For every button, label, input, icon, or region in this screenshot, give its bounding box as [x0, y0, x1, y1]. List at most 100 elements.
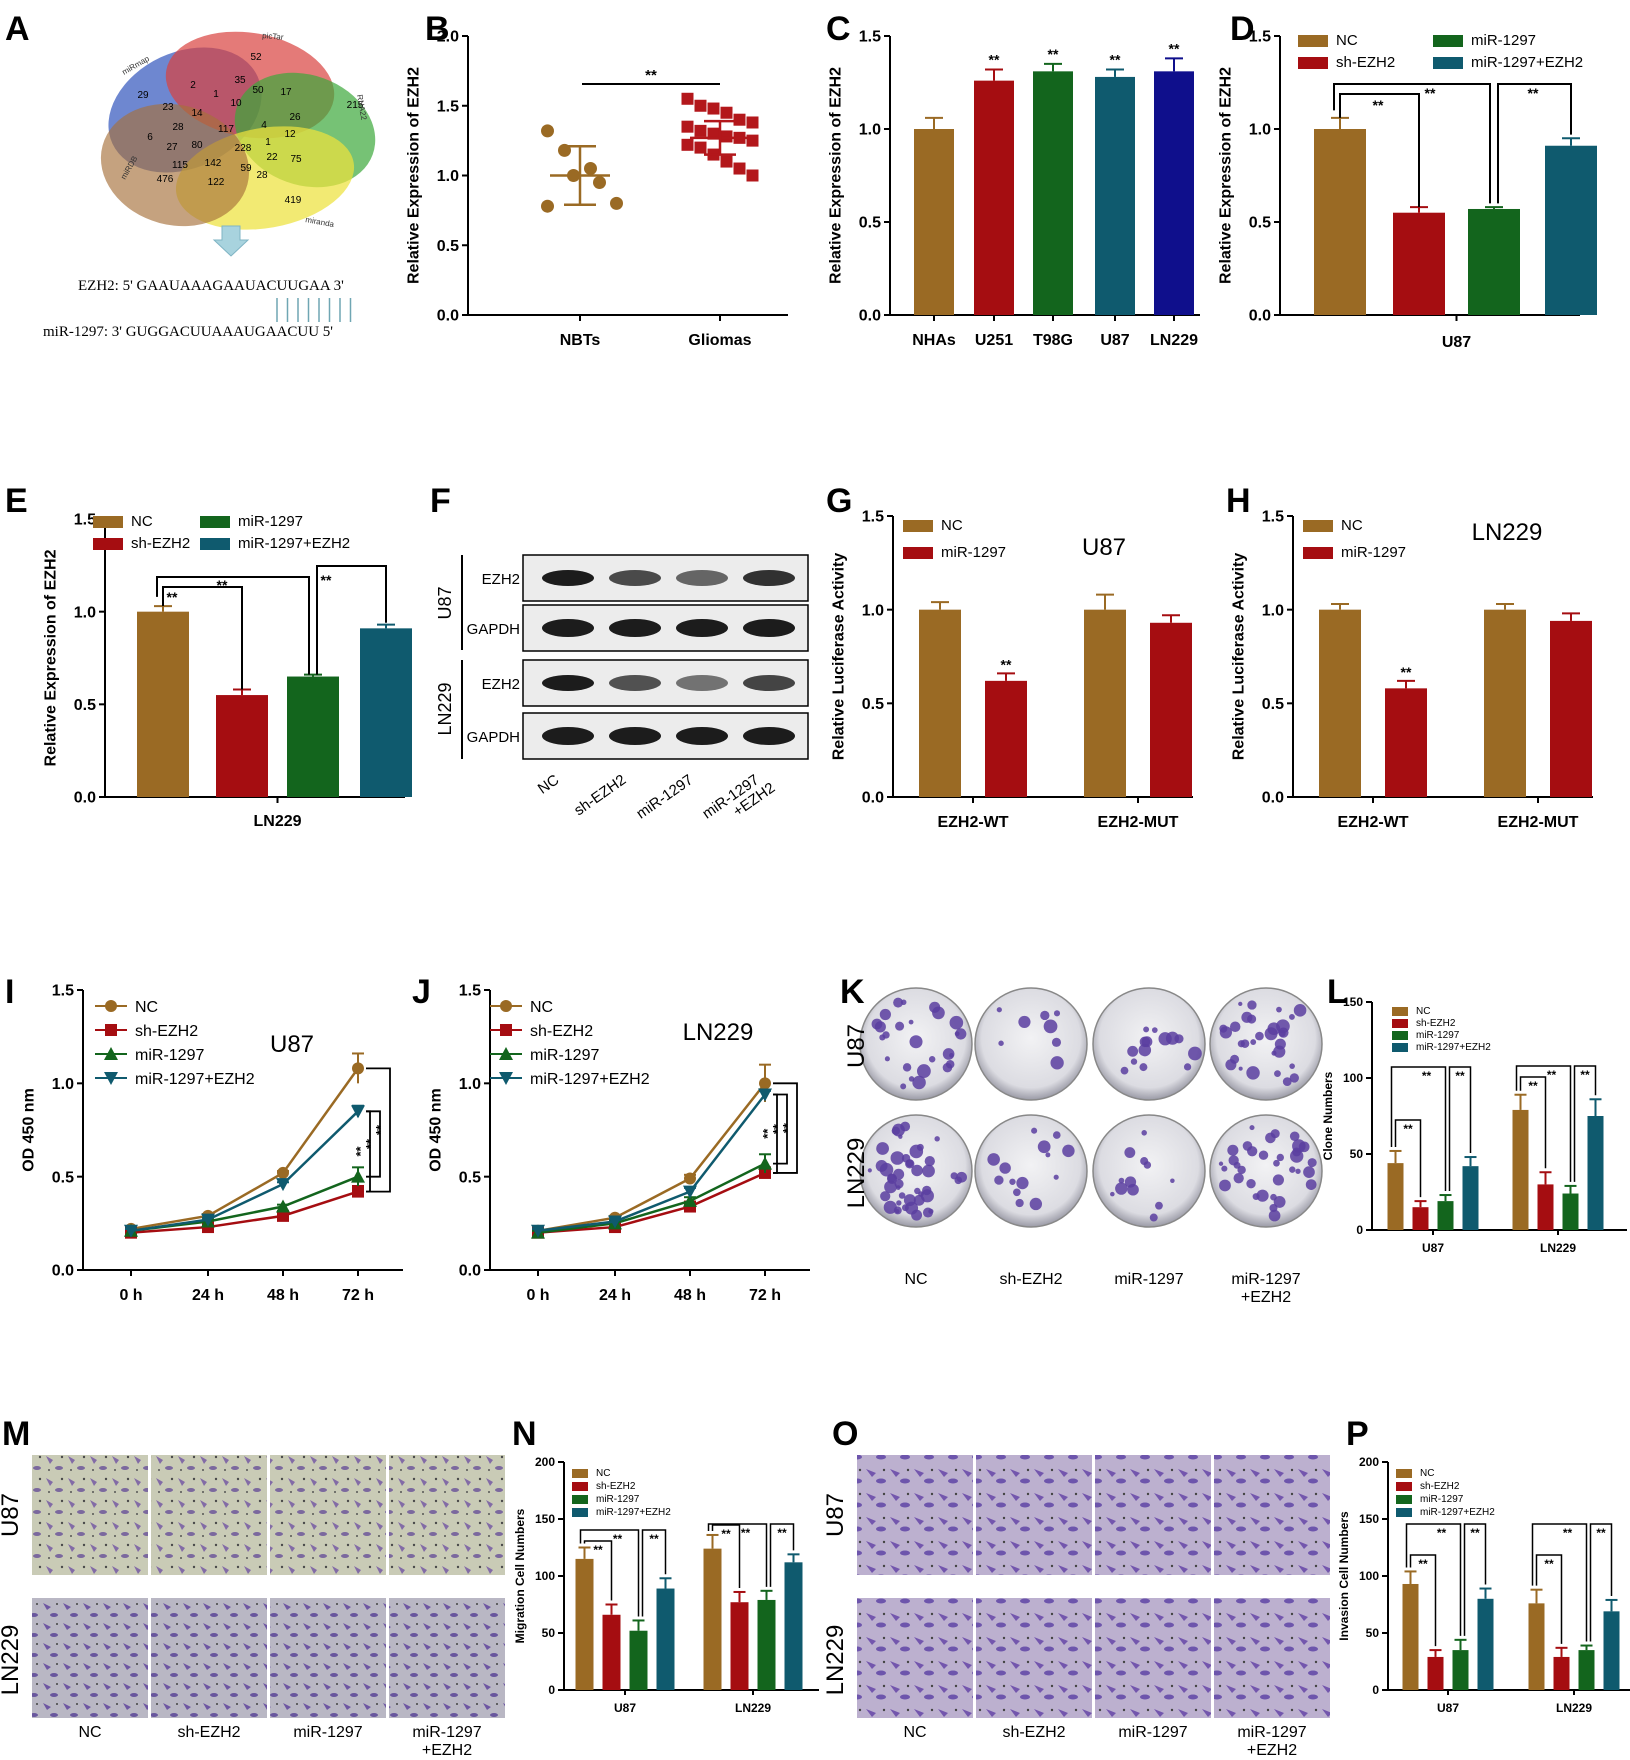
significance-bracket [711, 1524, 741, 1588]
colony [895, 1021, 905, 1031]
legend-swatch [200, 516, 230, 528]
marker-triangle-down [758, 1088, 772, 1102]
row-label-u87: U87 [0, 1493, 24, 1537]
bar [1553, 1656, 1570, 1690]
x-tick-label: EZH2-WT [1337, 814, 1408, 831]
venn-number: 17 [280, 87, 292, 98]
venn-number: 1 [265, 137, 271, 148]
x-tick-label: 24 h [192, 1287, 224, 1304]
significance-bracket [1531, 1523, 1588, 1642]
culture-dish [1209, 987, 1323, 1101]
bar [1603, 1611, 1620, 1690]
colony [1276, 1006, 1282, 1013]
data-point-nbt [584, 162, 597, 176]
y-tick-label: 150 [1359, 1512, 1379, 1526]
colony [912, 1075, 926, 1090]
colony [1225, 1059, 1237, 1071]
legend-swatch [1392, 1007, 1408, 1016]
colony [932, 1006, 945, 1020]
colony [908, 1076, 915, 1082]
bar [287, 676, 339, 797]
x-tick-label: 48 h [674, 1287, 706, 1304]
significance-label: ** [1528, 1079, 1538, 1093]
marker-triangle-down [276, 1178, 290, 1192]
marker-triangle [758, 1156, 772, 1170]
data-point-glioma [707, 102, 720, 115]
y-tick-label: 100 [535, 1569, 555, 1583]
colony [1143, 1026, 1150, 1033]
panel-letter-f: F [430, 482, 451, 520]
legend-swatch [903, 520, 933, 532]
significance-label: ** [1110, 51, 1121, 67]
bar [1484, 609, 1526, 797]
colony [1289, 1131, 1300, 1142]
culture-dish [974, 987, 1088, 1101]
column-label-line2: +EZH2 [1247, 1742, 1297, 1759]
row-label-ln229: LN229 [843, 1138, 870, 1209]
venn-number: 12 [284, 129, 296, 140]
blot-band [676, 619, 728, 637]
row-label-u87: U87 [843, 1024, 870, 1068]
colony [893, 1206, 902, 1215]
bar [1393, 212, 1445, 315]
legend-label: miR-1297 [135, 1047, 204, 1064]
colony [1009, 1178, 1016, 1185]
colony [1062, 1144, 1075, 1158]
bar [1550, 620, 1592, 797]
blot-band [542, 675, 594, 691]
colony [1278, 1027, 1289, 1038]
colony [1115, 1182, 1128, 1195]
colony [987, 1153, 1000, 1166]
blot-band [609, 727, 661, 745]
lane-label: NC [535, 771, 563, 797]
legend-label: miR-1297+EZH2 [1471, 54, 1583, 71]
y-tick-label: 1.0 [1249, 122, 1271, 139]
y-tick-label: 150 [1343, 995, 1363, 1009]
x-tick-label: EZH2-MUT [1498, 814, 1579, 831]
colony [900, 999, 907, 1006]
venn-number: 59 [240, 163, 252, 174]
bar [1319, 609, 1361, 797]
marker-triangle-down [608, 1215, 622, 1229]
colony [1274, 1070, 1281, 1078]
bar [1387, 1163, 1404, 1230]
colony [913, 1194, 925, 1206]
legend-label: miR-1297 [530, 1047, 599, 1064]
venn-number: 1 [213, 89, 219, 100]
colony [1237, 1165, 1246, 1175]
bar [1314, 129, 1366, 315]
marker-triangle-down [531, 1224, 545, 1238]
significance-bracket [1463, 1523, 1487, 1636]
x-tick-label: 0 h [119, 1287, 142, 1304]
colony [898, 1192, 906, 1199]
significance-bracket [579, 1529, 640, 1617]
significance-bracket [1409, 1554, 1437, 1647]
significance-bracket [1448, 1066, 1472, 1192]
colony [1015, 1198, 1024, 1208]
significance-label: ** [1437, 1526, 1447, 1540]
x-tick-label: 0 h [526, 1287, 549, 1304]
series-line [130, 1190, 359, 1234]
colony [1256, 1189, 1269, 1202]
panel-letter-i: I [5, 973, 14, 1011]
colony [871, 1018, 883, 1030]
colony [1267, 1022, 1281, 1036]
y-axis-label: Relative Expression of EZH2 [827, 67, 844, 284]
microscopy-image [389, 1455, 505, 1575]
y-tick-label: 1.0 [1262, 602, 1284, 619]
legend-label: sh-EZH2 [135, 1023, 198, 1040]
colony [1289, 1013, 1295, 1020]
colony [1272, 1174, 1284, 1186]
y-tick-label: 100 [1359, 1569, 1379, 1583]
colony [1227, 1144, 1239, 1156]
venn-number: 26 [289, 112, 301, 123]
colony [900, 1121, 911, 1132]
bar [1437, 1201, 1454, 1230]
colony [1219, 1179, 1231, 1192]
column-label: miR-1297 [1231, 1271, 1300, 1288]
significance-label: ** [1455, 1069, 1465, 1083]
significance-label: ** [1563, 1526, 1573, 1540]
y-tick-label: 1.0 [74, 604, 96, 621]
significance-label: ** [1401, 664, 1412, 680]
panel-e-chart: 0.0 0.5 1.0 1.5 Relative Expression of EZH2 L… [42, 512, 412, 830]
